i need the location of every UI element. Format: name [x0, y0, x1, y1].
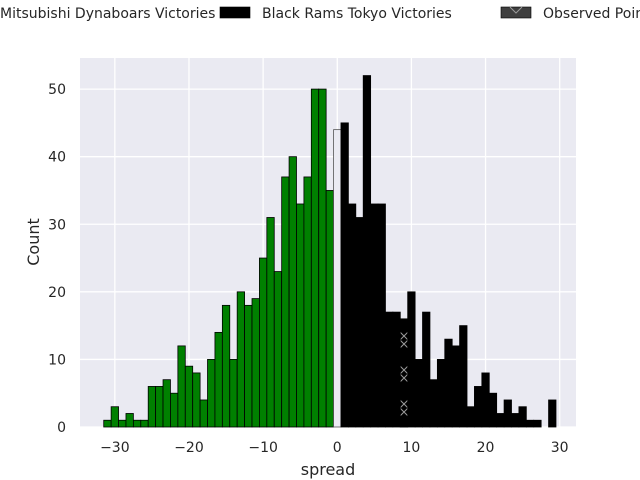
bar	[310, 88, 320, 428]
bars	[103, 75, 557, 428]
bar	[118, 419, 127, 428]
bar	[481, 372, 490, 428]
bar	[207, 359, 216, 428]
bar	[192, 372, 201, 428]
bar	[170, 392, 179, 428]
bar	[496, 413, 505, 428]
bar	[103, 419, 112, 428]
y-tick-label: 30	[48, 217, 66, 233]
bar	[525, 419, 535, 428]
bar	[266, 217, 275, 428]
x-tick-label: −30	[100, 440, 130, 456]
bar	[155, 386, 164, 428]
bar	[259, 257, 268, 428]
bar	[436, 359, 446, 428]
bar	[422, 311, 431, 428]
bar	[318, 88, 327, 428]
bar	[162, 379, 171, 428]
y-axis-label: Count	[24, 218, 43, 266]
x-tick-label: 20	[477, 440, 495, 456]
bar	[288, 156, 297, 428]
bar	[140, 419, 149, 428]
bar	[333, 129, 342, 428]
bar	[459, 325, 468, 428]
x-tick-label: 30	[551, 440, 569, 456]
bar	[110, 406, 119, 428]
bar	[236, 291, 245, 428]
bar	[229, 359, 238, 428]
bar	[184, 365, 194, 428]
bar	[325, 190, 334, 428]
y-tick-label: 10	[48, 352, 66, 368]
bar	[303, 176, 312, 428]
bar	[518, 406, 527, 428]
bar	[132, 419, 142, 428]
bar	[177, 345, 186, 428]
x-tick-label: −10	[248, 440, 278, 456]
legend-label: Observed Point Spread	[543, 6, 640, 22]
legend: Mitsubishi Dynaboars Victories Black Rams…	[0, 6, 640, 22]
bar	[399, 318, 409, 428]
bar	[444, 338, 453, 428]
x-axis-label: spread	[301, 460, 356, 479]
y-tick-label: 0	[57, 420, 66, 436]
bar	[503, 399, 512, 428]
y-tick-label: 20	[48, 285, 66, 301]
bar	[347, 203, 357, 428]
legend-label: Black Rams Tokyo Victories	[262, 6, 452, 22]
bar	[221, 304, 231, 428]
x-tick-label: 0	[333, 440, 342, 456]
y-tick-labels: 0 10 20 30 40 50	[48, 82, 66, 436]
bar	[474, 386, 483, 428]
bar	[281, 176, 290, 428]
bar	[125, 413, 134, 428]
bar	[214, 331, 223, 428]
bar	[385, 311, 394, 428]
bar	[273, 271, 283, 428]
bar	[488, 392, 498, 428]
bar	[466, 406, 475, 428]
bar	[296, 203, 305, 428]
legend-label: Mitsubishi Dynaboars Victories	[0, 6, 215, 22]
bar	[340, 122, 349, 428]
bar	[414, 359, 423, 428]
bar	[362, 75, 372, 428]
bar	[377, 203, 386, 428]
bar	[355, 217, 364, 428]
bar	[244, 304, 253, 428]
legend-hatch	[509, 6, 523, 14]
y-tick-label: 40	[48, 150, 66, 166]
x-tick-label: −20	[174, 440, 204, 456]
bar	[451, 345, 460, 428]
bar	[407, 291, 416, 428]
bar	[147, 386, 157, 428]
bar	[533, 419, 542, 428]
legend-swatch	[219, 6, 251, 19]
x-tick-label: 10	[402, 440, 420, 456]
bar	[370, 203, 379, 428]
bar	[511, 413, 520, 428]
bar	[199, 399, 208, 428]
bar	[429, 379, 438, 428]
x-tick-labels: −30 −20 −10 0 10 20 30	[100, 440, 569, 456]
bar	[251, 298, 260, 428]
bar	[392, 311, 401, 428]
bar	[548, 399, 557, 428]
y-tick-label: 50	[48, 82, 66, 98]
